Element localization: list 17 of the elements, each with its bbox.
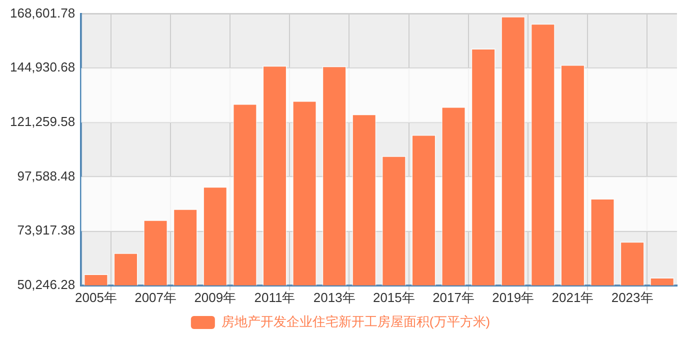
x-tick-label: 2007年 — [134, 290, 177, 305]
x-tick-label: 2013年 — [313, 290, 356, 305]
y-tick-label: 97,588.48 — [17, 168, 76, 184]
x-tick-label: 2017年 — [432, 290, 474, 305]
x-tick-label: 2011年 — [254, 290, 296, 305]
y-tick-label: 50,246.28 — [17, 276, 76, 292]
x-tick-label: 2019年 — [492, 290, 534, 305]
x-tick-label: 2021年 — [552, 290, 594, 305]
x-tick-label: 2015年 — [372, 290, 415, 305]
x-tick-label: 2009年 — [194, 290, 236, 305]
legend-label: 房地产开发企业住宅新开工房屋面积(万平方米) — [221, 314, 490, 330]
y-tick-label: 144,930.68 — [10, 60, 76, 75]
x-tick-label: 2005年 — [75, 290, 117, 305]
x-tick-label: 2023年 — [611, 290, 654, 305]
y-tick-label: 73,917.38 — [17, 222, 76, 238]
y-tick-label: 168,601.78 — [10, 5, 76, 20]
y-tick-label: 121,259.58 — [10, 114, 76, 130]
